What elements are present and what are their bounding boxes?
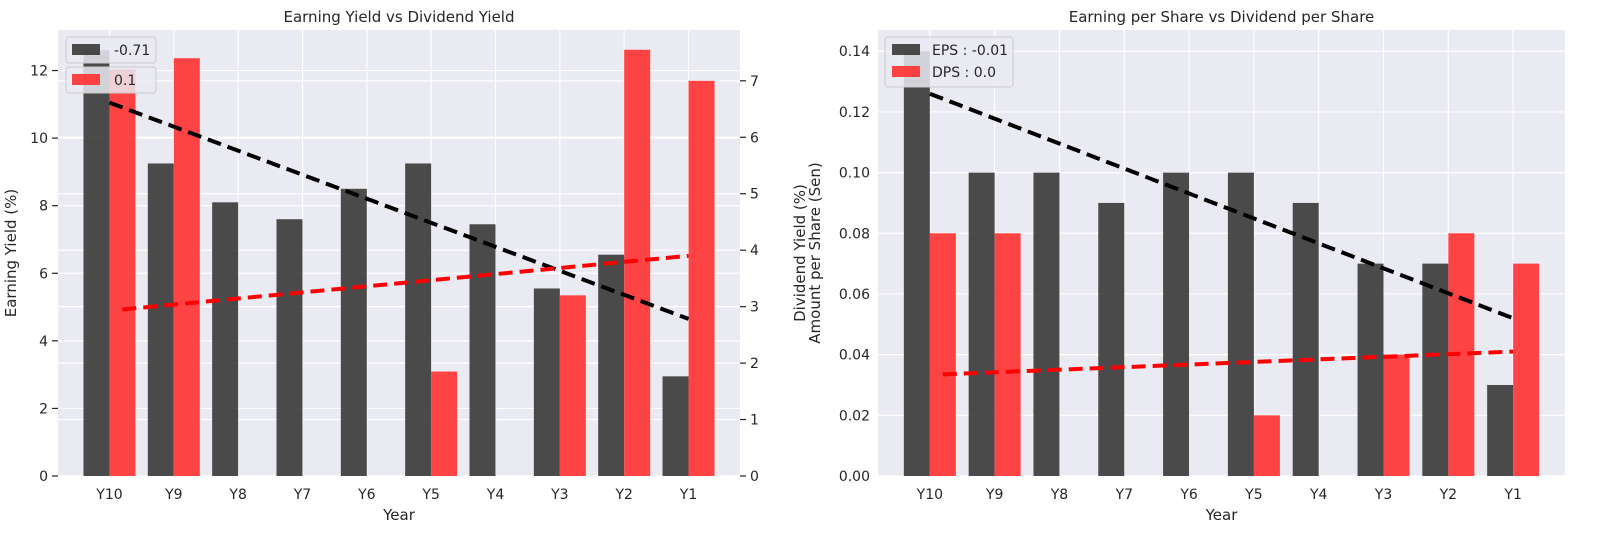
bar-dark [1487,384,1514,476]
bar-dark [533,288,560,476]
x-tick-label: Y6 [1179,487,1198,503]
chart-title: Earning per Share vs Dividend per Share [1069,8,1375,26]
bar-dark [405,163,432,476]
y-tick-label: 0.10 [839,166,870,182]
bar-dark [1422,263,1449,476]
bar-dark [340,188,367,476]
y-tick-label: 2 [39,401,48,417]
bar-red [929,233,956,476]
legend-label: 0.1 [114,73,136,89]
bar-dark [1163,172,1190,476]
y-tick-label: 6 [39,266,48,282]
x-axis-label: Year [1205,506,1239,524]
x-tick-label: Y4 [1309,487,1328,503]
bar-dark [212,202,239,476]
bar-red [109,69,136,477]
x-tick-label: Y10 [916,487,943,503]
y-tick-label: 10 [30,131,48,147]
y-right-tick-label: 6 [750,130,759,146]
bar-dark [968,172,995,476]
trendline-dark [108,100,690,321]
y-tick-label: 0.06 [839,287,870,303]
chart-2: 0.00 0.02 0.04 0.06 0.08 0.10 0.12 0.14 Y10 Y9 Y8 Y… [806,8,1565,524]
x-tick-label: Y10 [95,487,122,503]
y-axis-label: Amount per Share (Sen) [806,162,824,343]
x-axis-label: Year [382,506,416,524]
bar-dark [1033,172,1060,476]
x-tick-label: Y1 [679,487,697,503]
bar-red [431,371,458,476]
x-tick-label: Y5 [1244,487,1262,503]
legend-swatch [892,44,920,55]
x-tick-label: Y2 [614,487,632,503]
bar-red [173,58,200,477]
bar-dark [903,51,930,476]
legend-label: -0.71 [114,43,150,59]
x-tick-label: Y3 [1374,487,1392,503]
bar-red [1513,263,1540,476]
trendline-red [942,349,1514,377]
legend-swatch [72,74,100,85]
legend-box [65,66,157,94]
bar-dark [276,219,303,476]
y-right-tick-label: 4 [750,243,759,259]
y-right-tick-label: 7 [750,74,759,90]
y-tick-label: 0.02 [839,408,870,424]
x-tick-label: Y7 [1115,487,1133,503]
bar-red [688,80,715,477]
legend-swatch [72,44,100,55]
bar-red [1253,415,1280,476]
x-tick-label: Y5 [421,487,439,503]
y-tick-label: 0 [39,469,48,485]
y-right-tick-label: 2 [750,356,759,372]
y-tick-label: 0.14 [839,44,870,60]
bar-dark [469,224,496,476]
x-tick-label: Y6 [357,487,376,503]
bar-dark [1357,263,1384,476]
bar-dark [662,376,689,476]
x-tick-label: Y1 [1503,487,1521,503]
x-tick-label: Y9 [985,487,1003,503]
x-tick-label: Y4 [486,487,505,503]
x-tick-label: Y9 [164,487,182,503]
y-tick-label: 8 [39,199,48,215]
legend: -0.71 0.1 [65,36,157,94]
y-tick-label: 12 [30,64,48,80]
y-tick-label: 0.08 [839,226,870,242]
legend-label: DPS : 0.0 [932,65,996,81]
y-tick-label: 0.00 [839,469,870,485]
y-right-tick-label: 0 [750,469,759,485]
trendline-red [122,253,689,312]
legend-box [65,36,157,64]
bar-red [559,295,586,476]
x-tick-label: Y7 [293,487,311,503]
x-tick-label: Y8 [228,487,246,503]
x-tick-label: Y3 [550,487,568,503]
bar-red [1383,354,1410,476]
x-tick-label: Y2 [1439,487,1457,503]
bar-dark [1227,172,1254,476]
bar-dark [1292,202,1319,476]
legend-label: EPS : -0.01 [932,43,1008,59]
y-right-tick-label: 5 [750,187,759,203]
y-tick-label: 4 [39,334,48,350]
y-tick-label: 0.04 [839,348,870,364]
x-tick-label: Y8 [1050,487,1068,503]
chart-title: Earning Yield vs Dividend Yield [283,8,514,26]
y-axis-label: Earning Yield (%) [2,189,20,317]
legend: EPS : -0.01 DPS : 0.0 [884,36,1014,88]
legend-swatch [892,66,920,77]
y-right-axis-label: Dividend Yield (%) [791,184,809,322]
bar-dark [147,163,174,476]
bar-red [994,233,1021,476]
bar-dark [1098,202,1125,476]
y-tick-label: 0.12 [839,105,870,121]
bar-dark [83,50,110,476]
y-right-tick-label: 1 [750,413,759,429]
y-right-tick-label: 3 [750,300,759,316]
